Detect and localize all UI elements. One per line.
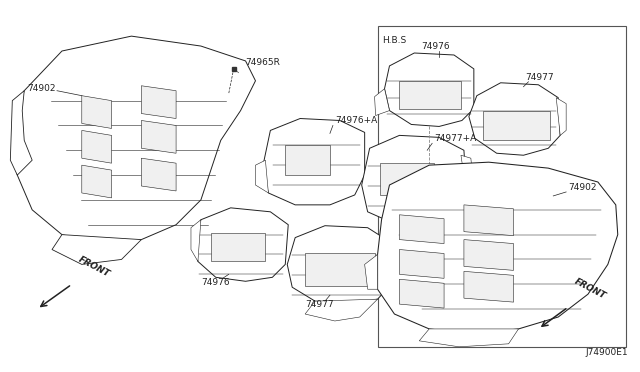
Bar (378, 26, 626, 347)
Polygon shape (211, 232, 266, 262)
Polygon shape (82, 96, 111, 128)
Polygon shape (399, 81, 461, 109)
Polygon shape (399, 215, 444, 244)
Polygon shape (194, 208, 288, 281)
Polygon shape (556, 98, 566, 135)
Text: 74965R: 74965R (246, 58, 280, 67)
Polygon shape (255, 160, 268, 193)
Polygon shape (141, 121, 176, 153)
Polygon shape (464, 271, 513, 302)
Text: 74976: 74976 (201, 278, 230, 287)
Polygon shape (461, 155, 474, 195)
Polygon shape (362, 135, 467, 225)
Text: 74977: 74977 (525, 73, 554, 82)
Polygon shape (469, 83, 560, 155)
Polygon shape (82, 165, 111, 198)
Text: 74902: 74902 (568, 183, 596, 192)
Text: FRONT: FRONT (573, 277, 607, 301)
Text: 74977: 74977 (305, 299, 333, 309)
Polygon shape (52, 235, 141, 264)
Polygon shape (141, 86, 176, 119)
Polygon shape (285, 145, 330, 175)
Polygon shape (378, 162, 618, 334)
Polygon shape (399, 279, 444, 308)
Polygon shape (419, 329, 518, 347)
Polygon shape (10, 91, 32, 175)
Polygon shape (374, 89, 390, 116)
Text: 74977+A: 74977+A (434, 134, 476, 143)
Text: J74900E1: J74900E1 (585, 348, 628, 357)
Polygon shape (262, 119, 365, 205)
Polygon shape (287, 226, 392, 304)
Polygon shape (305, 299, 378, 321)
Polygon shape (305, 253, 374, 286)
Text: FRONT: FRONT (77, 255, 111, 279)
Polygon shape (141, 158, 176, 191)
Polygon shape (12, 36, 255, 244)
Text: 74976: 74976 (421, 42, 450, 51)
Polygon shape (191, 220, 201, 262)
Text: 74976+A: 74976+A (335, 116, 377, 125)
Polygon shape (464, 240, 513, 270)
Text: H.B.S: H.B.S (383, 36, 407, 45)
Polygon shape (464, 205, 513, 235)
Polygon shape (483, 110, 550, 140)
Polygon shape (82, 131, 111, 163)
Polygon shape (385, 53, 474, 126)
Text: 74902: 74902 (28, 84, 56, 93)
Polygon shape (387, 241, 399, 284)
Polygon shape (399, 250, 444, 278)
Polygon shape (365, 254, 378, 289)
Polygon shape (380, 163, 434, 195)
